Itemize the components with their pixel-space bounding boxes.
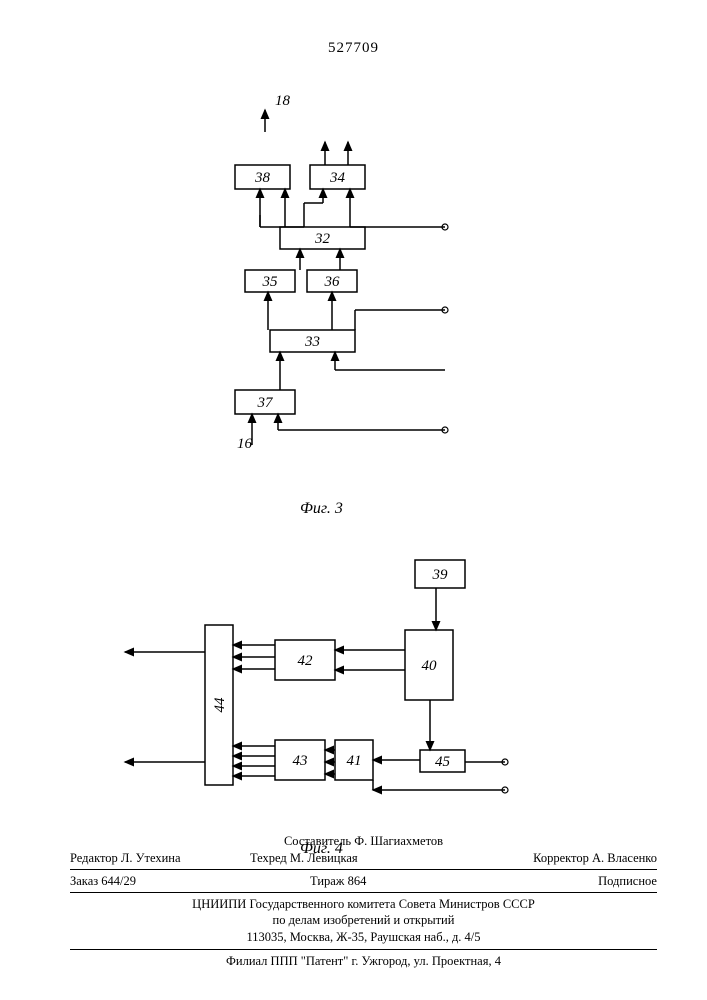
techred-line: Техред М. Левицкая [250,850,358,866]
svg-text:34: 34 [329,170,346,186]
editor-line: Редактор Л. Утехина [70,850,181,866]
divider [70,869,657,870]
svg-text:43: 43 [293,753,308,769]
org-line1: ЦНИИПИ Государственного комитета Совета … [70,896,657,913]
footer-block: Составитель Ф. Шагиахметов Редактор Л. У… [70,833,657,970]
svg-text:41: 41 [347,753,362,769]
svg-text:37: 37 [257,395,275,411]
svg-text:36: 36 [324,274,341,290]
svg-text:44: 44 [212,697,228,713]
compiler-line: Составитель Ф. Шагиахметов [70,833,657,850]
diagrams-svg: 38 34 32 35 36 33 37 18 16 39 40 42 44 43 41 45 [0,70,707,830]
fig3-caption: Фиг. 3 [300,500,343,518]
svg-text:39: 39 [432,567,449,583]
svg-text:45: 45 [435,754,451,770]
order-line: Заказ 644/29 [70,873,136,889]
svg-text:40: 40 [422,658,438,674]
svg-text:38: 38 [254,170,271,186]
svg-text:16: 16 [237,436,253,452]
address-line: 113035, Москва, Ж-35, Раушская наб., д. … [70,929,657,946]
svg-text:33: 33 [304,334,320,350]
svg-text:32: 32 [314,231,331,247]
corrector-line: Корректор А. Власенко [533,850,657,866]
page-number: 527709 [0,40,707,57]
divider [70,892,657,893]
divider [70,949,657,950]
branch-line: Филиал ППП "Патент" г. Ужгород, ул. Прое… [70,953,657,970]
tirazh-line: Тираж 864 [310,873,366,889]
svg-text:35: 35 [262,274,279,290]
subscription-line: Подписное [598,873,657,889]
org-line2: по делам изобретений и открытий [70,912,657,929]
svg-text:42: 42 [298,653,314,669]
svg-text:18: 18 [275,93,291,109]
